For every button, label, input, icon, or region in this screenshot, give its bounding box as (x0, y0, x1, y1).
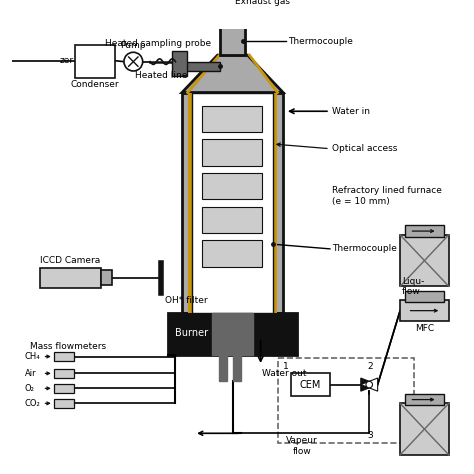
Bar (273, 92, 277, 312)
Bar (168, 312, 297, 355)
Text: O₂: O₂ (25, 384, 35, 393)
Bar (405, 291, 444, 302)
Text: Heated line: Heated line (135, 71, 188, 80)
Text: CO₂: CO₂ (25, 399, 40, 408)
Bar (54, 383, 74, 393)
Bar (172, 51, 187, 76)
Bar (400, 301, 449, 321)
Bar (100, 270, 112, 285)
Bar (192, 92, 273, 312)
Bar (54, 399, 74, 408)
Bar (54, 369, 74, 378)
Bar (405, 394, 444, 405)
Bar (201, 139, 263, 165)
Text: CH₄: CH₄ (25, 352, 40, 361)
Text: Vapeur
flow: Vapeur flow (286, 436, 318, 456)
Text: Mass flowmeters: Mass flowmeters (30, 343, 107, 352)
Bar (201, 173, 263, 199)
Text: 2: 2 (367, 362, 373, 371)
Bar (182, 92, 283, 312)
Text: Water out: Water out (263, 369, 307, 378)
Circle shape (124, 52, 143, 71)
Text: OH* filter: OH* filter (165, 296, 208, 305)
Text: Thermocouple: Thermocouple (288, 36, 353, 46)
Text: Refractory lined furnace: Refractory lined furnace (332, 186, 442, 195)
Text: CEM: CEM (300, 380, 321, 390)
Bar (40, 268, 100, 288)
Bar (201, 207, 263, 233)
Polygon shape (361, 378, 378, 391)
Text: MFC: MFC (415, 324, 434, 333)
Bar (278, 358, 414, 443)
Polygon shape (182, 55, 283, 92)
Bar (219, 355, 227, 381)
Bar (405, 226, 444, 237)
Bar (220, 27, 245, 55)
Bar (201, 106, 263, 132)
Bar (234, 355, 241, 381)
Bar (400, 235, 449, 286)
Bar (201, 240, 263, 267)
Text: 3: 3 (367, 431, 373, 440)
Text: Air: Air (25, 369, 36, 378)
Text: (e = 10 mm): (e = 10 mm) (332, 197, 390, 206)
Text: 1: 1 (283, 362, 289, 371)
Text: Water in: Water in (332, 107, 370, 116)
Bar (54, 352, 74, 361)
Text: Condenser: Condenser (71, 81, 119, 90)
Bar (188, 92, 192, 312)
Bar (400, 403, 449, 455)
Text: flow: flow (402, 287, 421, 296)
Text: Heated sampling probe: Heated sampling probe (105, 38, 211, 47)
Text: ICCD Camera: ICCD Camera (39, 256, 100, 265)
Text: Thermocouple: Thermocouple (332, 245, 397, 254)
Polygon shape (361, 378, 378, 391)
Bar (291, 374, 330, 396)
Text: Exhaust gas: Exhaust gas (236, 0, 291, 7)
Text: zer: zer (59, 56, 73, 65)
Bar (75, 45, 115, 78)
Circle shape (366, 382, 373, 388)
Text: Pump: Pump (120, 41, 146, 50)
Bar (185, 62, 220, 71)
Text: Burner: Burner (175, 328, 209, 338)
Bar (212, 312, 253, 355)
Text: Optical access: Optical access (332, 144, 397, 153)
Text: Liqu-: Liqu- (402, 277, 424, 286)
